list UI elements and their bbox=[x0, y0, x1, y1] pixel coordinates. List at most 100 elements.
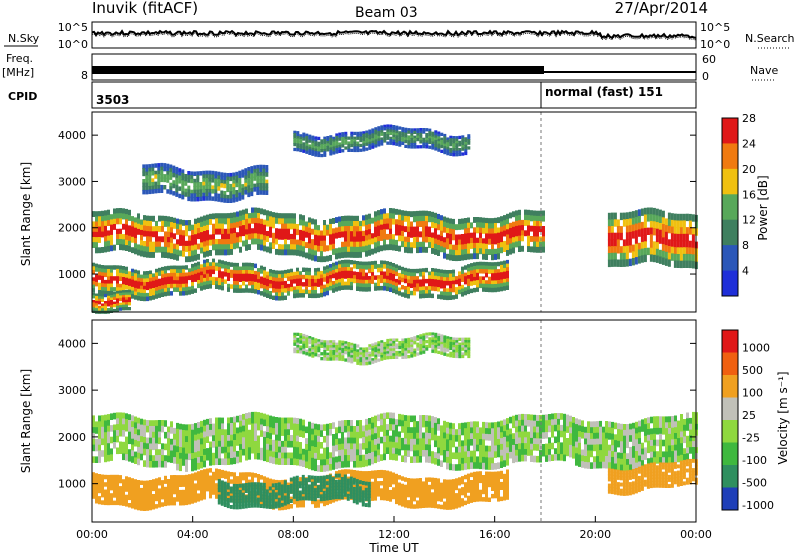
power-cell bbox=[368, 141, 372, 145]
velocity-cell bbox=[530, 455, 533, 462]
power-cell bbox=[449, 254, 452, 261]
power-band-4 bbox=[293, 124, 471, 158]
velocity-cell bbox=[158, 455, 161, 462]
power-cell bbox=[503, 278, 506, 284]
velocity-cell bbox=[143, 488, 146, 493]
velocity-cell bbox=[284, 446, 287, 454]
power-cell bbox=[169, 182, 173, 188]
power-cell bbox=[347, 141, 351, 145]
power-cell bbox=[344, 141, 348, 145]
velocity-cell bbox=[470, 439, 473, 446]
velocity-cell bbox=[593, 444, 596, 452]
power-cell bbox=[110, 307, 113, 311]
power-cell bbox=[338, 226, 341, 233]
power-cell bbox=[190, 197, 194, 202]
power-cell bbox=[191, 255, 194, 262]
power-cell bbox=[377, 286, 380, 291]
power-cell bbox=[386, 283, 389, 288]
power-cell bbox=[194, 234, 197, 241]
velocity-cell bbox=[236, 456, 239, 464]
power-cell bbox=[170, 237, 173, 244]
power-cell bbox=[250, 191, 254, 197]
power-cell bbox=[209, 276, 212, 282]
power-cell bbox=[221, 213, 224, 220]
velocity-cell bbox=[308, 456, 311, 464]
power-cell bbox=[467, 264, 470, 269]
power-cell bbox=[380, 264, 383, 269]
power-cell bbox=[530, 215, 533, 222]
velocity-cell bbox=[209, 475, 212, 480]
velocity-cell bbox=[470, 421, 473, 429]
power-cell bbox=[160, 173, 164, 179]
power-cell bbox=[371, 133, 375, 137]
velocity-cell bbox=[554, 419, 557, 426]
velocity-cell bbox=[335, 433, 338, 440]
power-cell bbox=[676, 240, 680, 248]
velocity-cell bbox=[194, 483, 197, 488]
power-cell bbox=[323, 284, 326, 290]
velocity-cell bbox=[491, 463, 494, 470]
velocity-cell bbox=[413, 456, 416, 463]
power-cell bbox=[628, 211, 632, 220]
power-cell bbox=[199, 189, 203, 194]
power-cell bbox=[431, 282, 434, 288]
power-cell bbox=[95, 298, 98, 302]
power-cell bbox=[377, 264, 380, 269]
power-cell bbox=[110, 268, 113, 274]
velocity-cell bbox=[653, 433, 656, 441]
velocity-cell bbox=[269, 482, 272, 487]
power-cell bbox=[374, 127, 378, 131]
velocity-cell bbox=[371, 416, 374, 424]
velocity-cell bbox=[350, 420, 353, 427]
power-cell bbox=[233, 222, 236, 229]
power-cell bbox=[335, 227, 338, 234]
power-cell bbox=[332, 243, 335, 250]
velocity-cell bbox=[284, 435, 287, 442]
velocity-cell bbox=[293, 441, 296, 448]
velocity-cell bbox=[167, 486, 170, 491]
power-cell bbox=[446, 295, 449, 301]
power-cell bbox=[166, 178, 170, 183]
power-cell bbox=[245, 229, 248, 236]
nave-tick-top: 60 bbox=[702, 53, 716, 66]
velocity-cell bbox=[113, 485, 116, 491]
power-cell bbox=[377, 215, 380, 222]
power-cell bbox=[119, 276, 122, 281]
power-cell bbox=[302, 246, 305, 253]
velocity-cell bbox=[278, 480, 281, 485]
velocity-cell bbox=[305, 444, 308, 451]
power-cell bbox=[371, 140, 375, 144]
power-cell bbox=[254, 238, 257, 245]
power-cell bbox=[392, 277, 395, 283]
power-cell bbox=[173, 222, 176, 229]
velocity-cell bbox=[632, 428, 635, 436]
velocity-cell bbox=[230, 479, 233, 484]
power-cell bbox=[299, 245, 302, 252]
power-cell bbox=[281, 213, 284, 220]
velocity-cell bbox=[692, 441, 695, 448]
power-cell bbox=[101, 290, 104, 295]
velocity-cell bbox=[251, 417, 254, 425]
velocity-cell bbox=[668, 451, 671, 458]
power-cell bbox=[386, 244, 389, 251]
power-cell bbox=[101, 275, 104, 281]
power-cell bbox=[221, 285, 224, 291]
power-cell bbox=[664, 225, 668, 233]
velocity-cell bbox=[581, 455, 584, 462]
power-cell bbox=[661, 217, 665, 225]
power-cell bbox=[383, 278, 386, 284]
velocity-cell bbox=[587, 427, 590, 434]
power-cell bbox=[691, 214, 695, 222]
power-cell bbox=[308, 238, 311, 244]
power-cell bbox=[359, 286, 362, 292]
power-cell bbox=[401, 230, 404, 237]
velocity-cell bbox=[650, 434, 653, 441]
power-cell bbox=[185, 220, 188, 226]
power-cell bbox=[353, 236, 356, 243]
velocity-cell bbox=[263, 419, 266, 427]
velocity-cell bbox=[575, 424, 578, 431]
power-cell bbox=[224, 244, 227, 251]
velocity-cell bbox=[101, 481, 104, 487]
power-cell bbox=[104, 287, 107, 292]
power-cell bbox=[193, 171, 197, 176]
